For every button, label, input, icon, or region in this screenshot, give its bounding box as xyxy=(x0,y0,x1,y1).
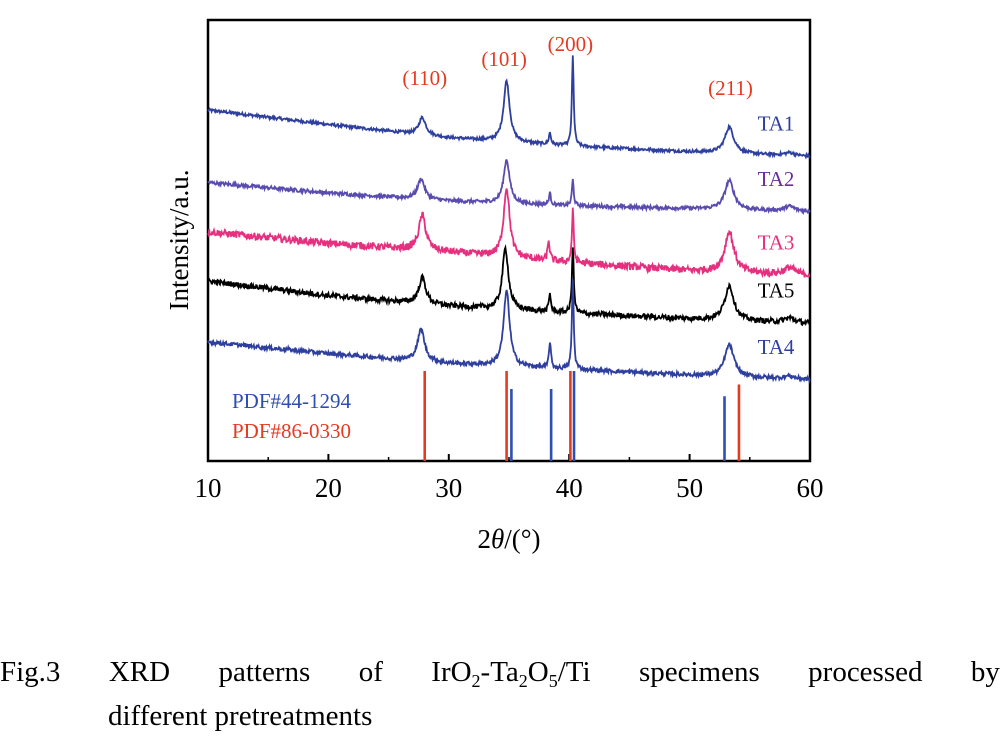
x-tick-label: 30 xyxy=(435,473,462,503)
series-line-ta1 xyxy=(207,55,811,160)
xrd-chart: 10 20 30 40 50 60 2θ/(°) Intensity/a.u. TA1TA… xyxy=(164,18,824,554)
series-label: TA5 xyxy=(758,279,795,303)
reference-label: PDF#86-0330 xyxy=(232,419,351,443)
x-axis-title: 2θ/(°) xyxy=(477,524,540,554)
series-label: TA4 xyxy=(758,335,795,359)
reference-labels: PDF#44-1294 PDF#86-0330 xyxy=(232,389,352,443)
caption-figure-label: Fig.3 xyxy=(0,656,61,688)
caption-word: processed xyxy=(808,656,923,688)
reference-label: PDF#44-1294 xyxy=(232,389,352,413)
series-label: TA2 xyxy=(758,167,795,191)
caption-formula: IrO2-Ta2O5/Ti xyxy=(431,656,591,691)
series-label: TA1 xyxy=(758,112,795,136)
x-tick-label: 10 xyxy=(195,473,222,503)
caption-word: of xyxy=(358,656,383,688)
series-labels: TA1 TA2 TA3 TA5 TA4 xyxy=(758,112,795,359)
x-tick-label: 40 xyxy=(556,473,583,503)
figure-caption-line-1: Fig.3 XRD patterns of IrO2-Ta2O5/Ti spec… xyxy=(0,656,1000,691)
x-tick-label: 20 xyxy=(315,473,342,503)
x-axis-title-suffix: /(°) xyxy=(504,524,540,554)
x-axis-tick-labels: 10 20 30 40 50 60 xyxy=(195,473,824,503)
peak-label: (101) xyxy=(481,47,527,71)
peak-labels: (110) (101) (200) (211) xyxy=(402,32,753,100)
peak-label: (200) xyxy=(548,32,594,56)
series-label: TA3 xyxy=(758,230,795,254)
caption-word: specimens xyxy=(638,656,760,688)
x-tick-label: 50 xyxy=(676,473,703,503)
peak-label: (211) xyxy=(708,76,753,100)
series-line-ta3 xyxy=(207,188,811,279)
x-axis-title-prefix: 2 xyxy=(477,524,491,554)
series-line-ta5 xyxy=(207,244,811,327)
y-axis-title: Intensity/a.u. xyxy=(164,170,194,311)
series-line-ta4 xyxy=(207,279,811,385)
caption-word: by xyxy=(970,656,1000,688)
peak-label: (110) xyxy=(402,66,447,90)
caption-word: patterns xyxy=(218,656,311,688)
series-line-ta2 xyxy=(207,158,811,216)
figure-caption-line-2: different pretreatments xyxy=(108,700,373,732)
x-axis-title-symbol: θ xyxy=(491,524,504,554)
x-tick-label: 60 xyxy=(797,473,824,503)
caption-word: XRD xyxy=(108,656,171,688)
reference-lines xyxy=(423,371,741,461)
series-group xyxy=(207,55,811,385)
